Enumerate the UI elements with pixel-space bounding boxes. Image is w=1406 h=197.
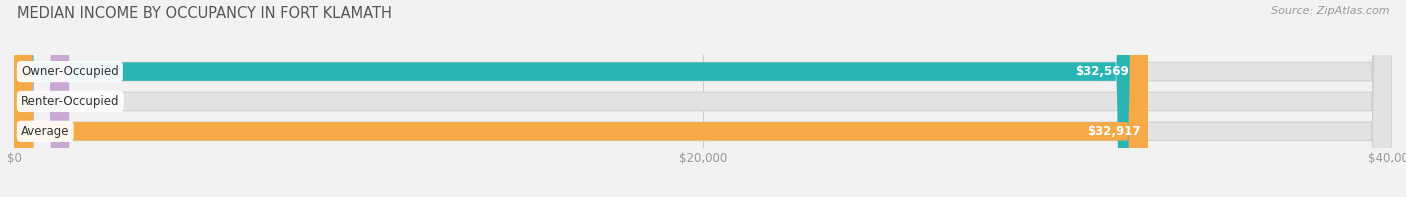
Text: $32,917: $32,917 [1088,125,1142,138]
Text: $32,569: $32,569 [1076,65,1129,78]
Text: Renter-Occupied: Renter-Occupied [21,95,120,108]
FancyBboxPatch shape [14,0,1392,197]
FancyBboxPatch shape [14,0,69,197]
Text: Owner-Occupied: Owner-Occupied [21,65,118,78]
Text: Average: Average [21,125,69,138]
FancyBboxPatch shape [14,0,1136,197]
Text: Source: ZipAtlas.com: Source: ZipAtlas.com [1271,6,1389,16]
Text: $0: $0 [80,95,94,108]
FancyBboxPatch shape [14,0,1392,197]
Text: MEDIAN INCOME BY OCCUPANCY IN FORT KLAMATH: MEDIAN INCOME BY OCCUPANCY IN FORT KLAMA… [17,6,392,21]
FancyBboxPatch shape [14,0,1147,197]
FancyBboxPatch shape [14,0,1392,197]
